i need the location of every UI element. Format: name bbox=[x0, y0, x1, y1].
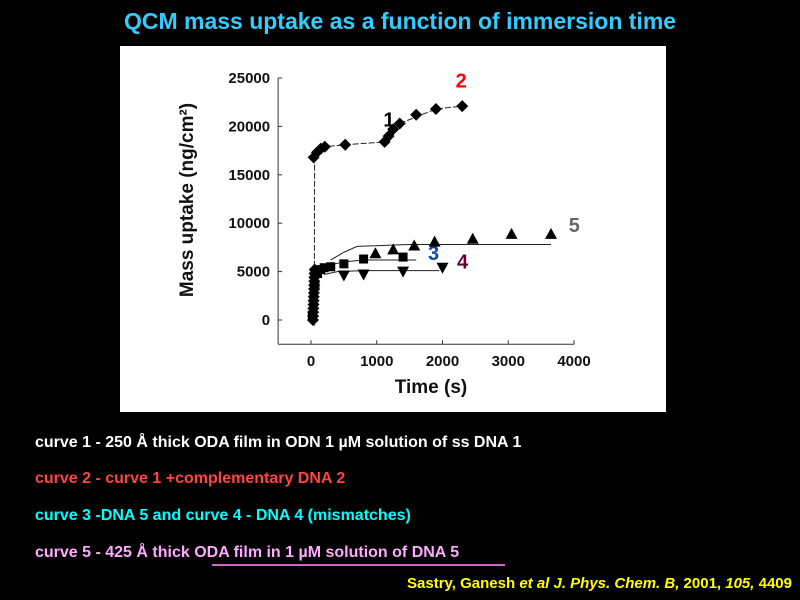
data-point-triangle-down bbox=[397, 266, 410, 278]
ref-authors: Sastry, Ganesh bbox=[407, 575, 520, 592]
slide-title: QCM mass uptake as a function of immersi… bbox=[123, 8, 677, 34]
plot-area bbox=[120, 46, 666, 412]
y-axis-label: Mass uptake (ng/cm²) bbox=[177, 103, 198, 297]
data-point-square bbox=[339, 259, 349, 269]
y-tick-label: 25000 bbox=[228, 70, 270, 87]
curve-label-5: 5 bbox=[569, 215, 580, 237]
data-point-triangle-down bbox=[357, 269, 370, 281]
x-tick-label: 0 bbox=[307, 353, 315, 370]
curve-label-2: 2 bbox=[456, 71, 467, 93]
ref-year: 2001, bbox=[679, 575, 726, 592]
y-tick-label: 0 bbox=[262, 312, 270, 329]
data-point-diamond bbox=[339, 138, 352, 151]
x-tick-label: 2000 bbox=[426, 353, 459, 370]
caption-curve-1: curve 1 - 250 Å thick ODA film in ODN 1 … bbox=[35, 434, 522, 451]
data-point-triangle-up bbox=[369, 247, 382, 259]
fit-line-curve-5 bbox=[330, 243, 551, 261]
caption-curve-2: curve 2 - curve 1 +complementary DNA 2 bbox=[35, 470, 346, 487]
data-point-triangle-up bbox=[428, 235, 441, 247]
data-point-triangle-up bbox=[466, 232, 479, 244]
caption-curve-3-4: curve 3 -DNA 5 and curve 4 - DNA 4 (mism… bbox=[35, 507, 411, 524]
data-point-diamond bbox=[387, 123, 400, 136]
x-tick-label: 4000 bbox=[557, 353, 590, 370]
data-point-diamond bbox=[429, 102, 442, 115]
ref-pages: 4409 bbox=[754, 575, 792, 592]
data-point-square bbox=[398, 252, 408, 262]
data-point-diamond bbox=[308, 263, 321, 276]
data-point-triangle-up bbox=[544, 227, 557, 239]
data-point-triangle-up bbox=[505, 227, 518, 239]
ref-volume: 105, bbox=[725, 575, 755, 592]
y-tick-label: 20000 bbox=[228, 118, 270, 135]
data-point-triangle-up bbox=[387, 243, 400, 255]
divider-line bbox=[212, 564, 505, 566]
ref-journal: et al J. Phys. Chem. B, bbox=[519, 575, 680, 592]
data-point-triangle-down bbox=[436, 262, 449, 274]
data-point-diamond bbox=[318, 140, 331, 153]
curve-label-4: 4 bbox=[457, 252, 469, 274]
caption-curve-5: curve 5 - 425 Å thick ODA film in 1 µM s… bbox=[35, 544, 460, 561]
data-point-diamond bbox=[456, 100, 469, 113]
x-tick-label: 3000 bbox=[492, 353, 525, 370]
curve-label-1: 1 bbox=[383, 109, 394, 131]
fit-line-curve-3 bbox=[330, 259, 417, 266]
x-axis-label: Time (s) bbox=[395, 377, 468, 398]
x-tick-label: 1000 bbox=[360, 353, 393, 370]
data-point-triangle-down bbox=[337, 270, 350, 282]
y-tick-label: 15000 bbox=[228, 167, 270, 184]
data-point-square bbox=[326, 262, 336, 272]
y-tick-label: 5000 bbox=[237, 264, 270, 281]
data-point-triangle-up bbox=[408, 239, 421, 251]
y-tick-label: 10000 bbox=[228, 215, 270, 232]
data-point-diamond bbox=[410, 108, 423, 121]
data-point-square bbox=[359, 254, 369, 264]
reference: Sastry, Ganesh et al J. Phys. Chem. B, 2… bbox=[407, 575, 792, 592]
curve-label-3: 3 bbox=[428, 243, 439, 265]
data-point-square bbox=[319, 263, 329, 273]
data-point-diamond bbox=[393, 117, 406, 130]
